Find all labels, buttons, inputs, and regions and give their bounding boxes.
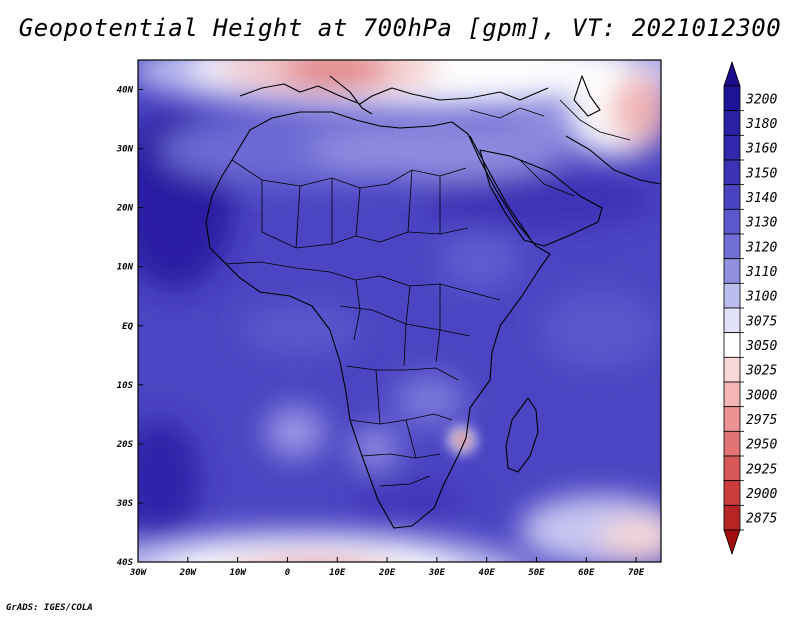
lon-tick-label: 50E — [528, 568, 545, 578]
colorbar-label: 3200 — [745, 92, 777, 107]
colorbar-swatch — [723, 430, 741, 457]
colorbar-label: 3150 — [745, 166, 777, 181]
colorbar-swatch — [723, 381, 741, 408]
colorbar-label: 3025 — [745, 364, 777, 379]
colorbar-swatch — [723, 455, 741, 482]
lat-tick-label: 20N — [116, 204, 134, 214]
colorbar-label: 3130 — [745, 216, 777, 231]
lat-tick-label: 10N — [117, 263, 134, 273]
colorbar-label: 2925 — [746, 462, 777, 477]
colorbar-label: 2950 — [746, 438, 777, 453]
italy-coastline — [329, 75, 373, 115]
colorbar-label: 3100 — [745, 290, 777, 305]
grads-credit: GrADS: IGES/COLA — [6, 603, 93, 613]
colorbar-label: 3120 — [745, 240, 777, 255]
lon-tick-label: 10W — [229, 568, 247, 578]
colorbar-label: 2900 — [746, 487, 777, 502]
colorbar-label: 2975 — [746, 413, 777, 428]
lon-tick-label: 60E — [578, 568, 595, 578]
colorbar-swatch — [723, 85, 741, 112]
madagascar-coastline — [505, 397, 539, 473]
colorbar-swatch — [723, 307, 741, 334]
latitude-ticks: 40N 30N 20N 10N EQ 10S 20S 30S 40S — [116, 86, 143, 568]
africa-coastline — [205, 111, 551, 529]
lat-tick-label: 20S — [116, 440, 134, 450]
height-field-shading — [138, 60, 661, 562]
colorbar-label: 3180 — [745, 117, 777, 132]
colorbar-swatch — [723, 258, 741, 284]
colorbar-swatch — [723, 480, 741, 506]
colorbar-swatch — [723, 159, 741, 186]
colorbar-label: 3000 — [745, 388, 777, 403]
colorbar-top-arrow — [723, 60, 741, 87]
colorbar-swatch — [723, 406, 741, 432]
lat-tick-label: 40S — [117, 558, 134, 568]
colorbar-swatch — [723, 233, 741, 260]
lon-tick-label: 0 — [285, 568, 291, 578]
lon-tick-label: 20E — [378, 568, 396, 578]
map-title: Geopotential Height at 700hPa [gpm], VT:… — [18, 14, 782, 42]
colorbar-swatch — [723, 208, 741, 235]
colorbar-label: 2875 — [746, 512, 777, 527]
colorbar: 3200 3180 3160 3150 3140 3130 3120 3110 3100 3075… — [723, 60, 777, 556]
colorbar-swatch — [723, 282, 741, 309]
caspian-coastline — [573, 75, 601, 117]
lon-tick-label: 70E — [628, 568, 645, 578]
map-frame — [137, 59, 662, 563]
coastlines — [205, 75, 661, 529]
colorbar-label: 3050 — [745, 339, 777, 354]
lat-tick-label: 10S — [117, 381, 134, 391]
colorbar-swatch — [723, 110, 741, 136]
lon-tick-label: 20W — [179, 568, 198, 578]
lat-tick-label: 30S — [116, 499, 134, 509]
colorbar-label: 3075 — [745, 314, 777, 329]
colorbar-bottom-arrow — [723, 529, 741, 556]
arabia-coastline — [479, 149, 603, 247]
colorbar-swatch — [723, 332, 741, 358]
colorbar-swatch — [723, 134, 741, 161]
lon-tick-label: 30W — [129, 568, 148, 578]
colorbar-swatch — [723, 504, 741, 531]
europe-coastline — [239, 83, 549, 105]
lat-tick-label: 40N — [117, 86, 134, 96]
lat-tick-label: 30N — [116, 145, 134, 155]
longitude-ticks: 30W 20W 10W 0 10E 20E 30E 40E 50E 60E 70E — [129, 557, 645, 578]
colorbar-swatch — [723, 356, 741, 383]
red-sea-coast — [469, 135, 531, 239]
colorbar-label: 3110 — [745, 265, 777, 280]
colorbar-label: 3160 — [745, 142, 777, 157]
lon-tick-label: 40E — [479, 568, 496, 578]
lon-tick-label: 10E — [329, 568, 346, 578]
colorbar-swatch — [723, 184, 741, 210]
lon-tick-label: 30E — [428, 568, 446, 578]
colorbar-label: 3140 — [745, 191, 777, 206]
country-borders — [225, 99, 631, 487]
lat-tick-label: EQ — [122, 322, 133, 332]
persian-gulf-coast — [565, 135, 661, 185]
